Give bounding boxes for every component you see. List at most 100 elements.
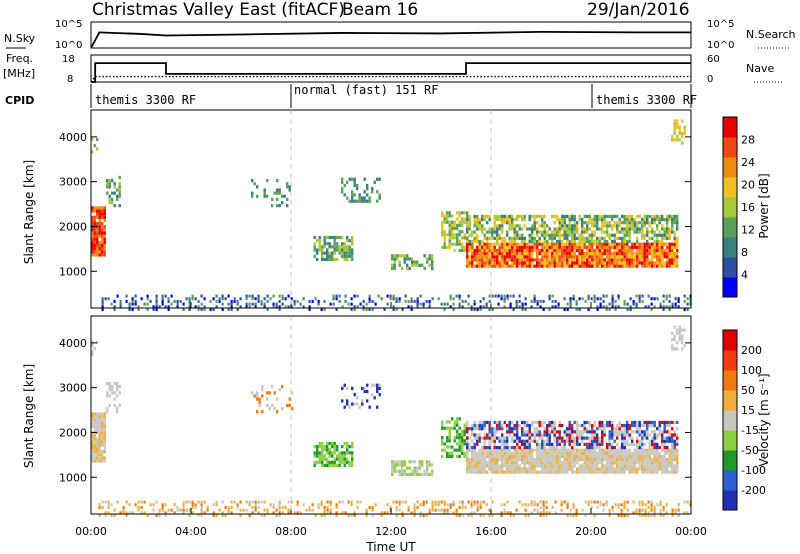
echo-cell [668,420,671,425]
echo-cell [215,514,218,517]
echo-cell [671,448,674,452]
echo-cell [271,384,274,389]
echo-cell [601,261,604,265]
echo-cell [152,305,155,309]
echo-cell [623,236,626,240]
echo-cell [542,511,545,515]
echo-cell [583,430,586,434]
echo-cell [321,451,324,455]
echo-cell [573,464,576,468]
echo-cell [578,464,581,468]
echo-cell [491,233,494,237]
echo-cell [523,248,526,253]
echo-cell [662,514,665,517]
echo-cell [676,341,679,345]
echo-cell [423,266,426,270]
echo-cell [653,433,656,437]
echo-cell [478,258,481,262]
echo-cell [593,442,596,446]
echo-cell [626,252,629,256]
echo-cell [197,500,200,504]
echo-cell [603,252,606,256]
echo-cell [673,119,676,123]
echo-cell [618,464,621,468]
echo-cell [661,420,664,425]
echo-cell [448,239,451,243]
echo-cell [598,427,601,431]
echo-cell [488,264,491,268]
echo-cell [448,236,451,240]
echo-cell [350,503,353,507]
echo-cell [588,470,591,474]
echo-cell [470,500,473,504]
echo-cell [227,308,230,311]
echo-cell [323,508,326,512]
echo-cell [561,239,564,244]
echo-cell [591,261,594,265]
echo-cell [647,305,650,309]
echo-cell [553,436,556,440]
echo-cell [626,264,629,268]
echo-cell [501,239,504,244]
echo-cell [373,180,376,184]
echo-cell [500,297,503,301]
echo-cell [643,470,646,474]
echo-cell [498,233,501,237]
echo-cell [651,255,654,259]
echo-cell [638,423,641,428]
echo-cell [516,248,519,253]
echo-cell [673,470,676,474]
echo-cell [473,454,476,459]
echo-cell [371,393,374,397]
echo-cell [317,302,320,306]
echo-cell [341,451,344,455]
echo-cell [93,240,96,245]
echo-cell [493,258,496,262]
echo-cell [646,217,649,222]
echo-cell [479,503,482,507]
echo-cell [485,302,488,306]
echo-cell [93,434,96,438]
echo-cell [131,299,134,303]
echo-cell [506,461,509,465]
echo-cell [513,236,516,240]
echo-cell [423,472,426,476]
echo-cell [578,448,581,452]
echo-cell [611,427,614,431]
echo-cell [358,199,361,203]
echo-cell [673,264,676,268]
echo-cell [626,242,629,246]
echo-cell [476,221,479,225]
echo-cell [663,230,666,234]
echo-cell [671,255,674,259]
echo-cell [568,423,571,428]
echo-cell [101,225,104,229]
echo-cell [468,242,471,246]
echo-cell [209,308,212,311]
echo-cell [488,430,491,434]
echo-cell [161,294,164,298]
echo-cell [593,299,596,303]
echo-cell [523,242,526,246]
echo-cell [526,423,529,428]
echo-cell [531,451,534,455]
echo-cell [518,264,521,268]
echo-cell [485,503,488,507]
echo-cell [658,242,661,246]
echo-cell [573,439,576,443]
echo-cell [568,255,571,259]
echo-cell [591,245,594,249]
echo-cell [93,228,96,232]
echo-cell [681,119,684,123]
echo-cell [613,451,616,455]
echo-cell [468,227,471,231]
echo-cell [528,454,531,459]
echo-cell [516,245,519,249]
echo-cell [275,302,278,306]
echo-cell [91,343,94,347]
colorbar-swatch [723,470,737,491]
echo-cell [149,299,152,303]
echo-cell [476,458,479,462]
echo-cell [443,426,446,430]
echo-cell [683,500,686,504]
